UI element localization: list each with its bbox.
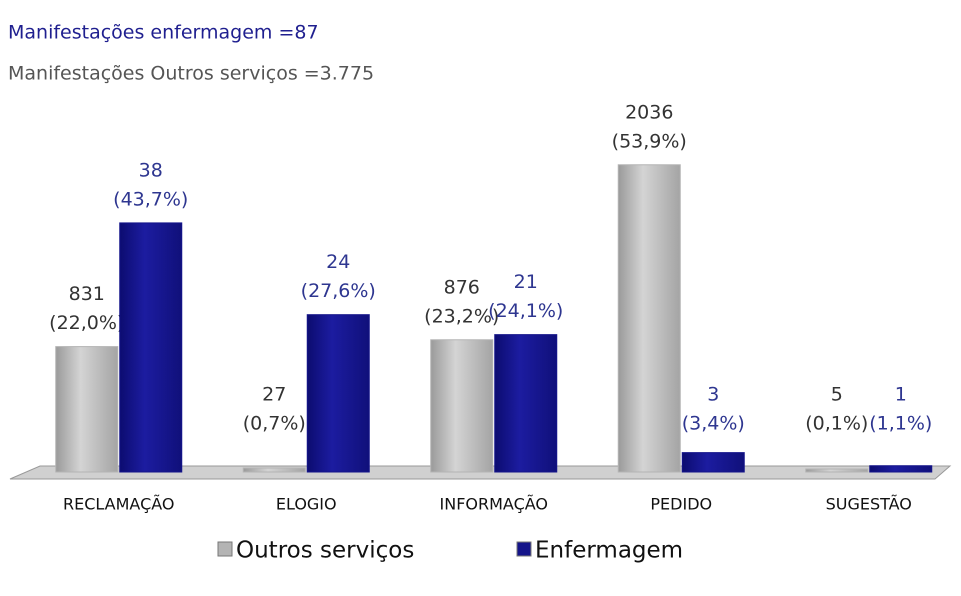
x-tick-label: RECLAMAÇÃO <box>63 495 175 514</box>
bar <box>617 164 681 473</box>
count-label: 5 <box>831 384 843 406</box>
bar <box>681 452 745 473</box>
legend-label: Enfermagem <box>535 538 683 564</box>
data-label: (27,6%) <box>301 280 376 302</box>
data-label: (3,4%) <box>682 413 745 435</box>
bar <box>805 468 869 473</box>
data-label: (24,1%) <box>488 300 563 322</box>
count-label: 38 <box>139 159 163 181</box>
bar <box>242 467 306 473</box>
bar <box>430 339 494 473</box>
x-tick-label: ELOGIO <box>276 495 337 514</box>
count-label: 1 <box>895 384 907 406</box>
bar <box>494 334 558 473</box>
x-tick-label: INFORMAÇÃO <box>440 495 549 514</box>
chart-subtitle: Manifestações Outros serviços =3.775 <box>8 63 374 85</box>
data-label: (1,1%) <box>869 413 932 435</box>
count-label: 876 <box>444 276 480 298</box>
chart-title: Manifestações enfermagem =87 <box>8 22 319 44</box>
bar <box>55 346 119 473</box>
data-label: (23,2%) <box>424 305 499 327</box>
legend-swatch <box>516 541 532 557</box>
data-label: (53,9%) <box>612 130 687 152</box>
count-label: 21 <box>514 271 538 293</box>
legend-swatch <box>217 541 233 557</box>
count-label: 27 <box>262 384 286 406</box>
data-label: (0,7%) <box>243 413 306 435</box>
x-tick-label: PEDIDO <box>650 495 712 514</box>
count-label: 24 <box>326 251 350 273</box>
bar <box>869 465 933 473</box>
bar <box>306 314 370 473</box>
bar <box>119 222 183 473</box>
x-tick-label: SUGESTÃO <box>826 495 912 514</box>
data-label: (43,7%) <box>113 188 188 210</box>
count-label: 831 <box>69 283 105 305</box>
data-label: (0,1%) <box>805 413 868 435</box>
count-label: 3 <box>707 384 719 406</box>
count-label: 2036 <box>625 101 673 123</box>
legend-label: Outros serviços <box>236 538 414 564</box>
data-label: (22,0%) <box>49 312 124 334</box>
